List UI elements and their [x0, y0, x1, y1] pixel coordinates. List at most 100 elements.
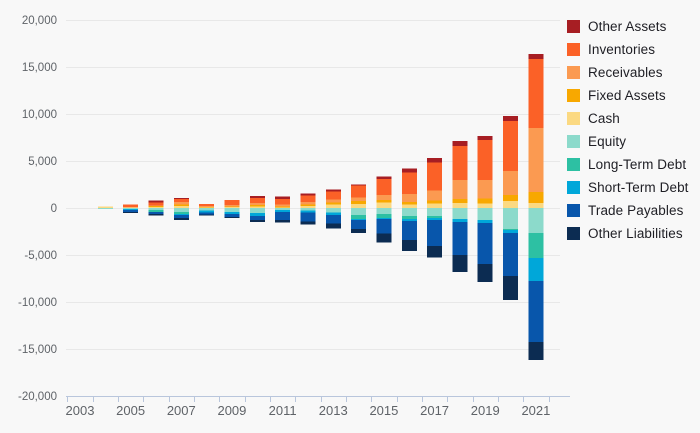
bar-segment[interactable]	[351, 215, 367, 219]
bar-segment[interactable]	[173, 215, 189, 219]
bar-segment[interactable]	[148, 211, 164, 214]
bar-segment[interactable]	[224, 208, 240, 212]
bar-segment[interactable]	[325, 202, 341, 205]
bar-segment[interactable]	[173, 205, 189, 208]
bar-segment[interactable]	[275, 219, 291, 223]
bar-segment[interactable]	[173, 201, 189, 205]
legend-item-long-term-debt[interactable]: Long-Term Debt	[567, 153, 689, 176]
bar-segment[interactable]	[351, 203, 367, 208]
bar-segment[interactable]	[249, 198, 265, 203]
bar-segment[interactable]	[123, 204, 139, 207]
bar-segment[interactable]	[300, 221, 316, 225]
legend-item-receivables[interactable]: Receivables	[567, 61, 689, 84]
bar-segment[interactable]	[148, 200, 164, 203]
bar-segment[interactable]	[376, 218, 392, 220]
bar-segment[interactable]	[452, 180, 468, 199]
bar-segment[interactable]	[376, 214, 392, 219]
bar-segment[interactable]	[275, 212, 291, 220]
bar-segment[interactable]	[224, 206, 240, 208]
bar-segment[interactable]	[123, 208, 139, 210]
bar-segment[interactable]	[452, 145, 468, 180]
bar-segment[interactable]	[224, 214, 240, 218]
bar-segment[interactable]	[427, 246, 443, 258]
bar-segment[interactable]	[528, 342, 544, 360]
bar-segment[interactable]	[427, 203, 443, 208]
bar-segment[interactable]	[477, 203, 493, 208]
bar-segment[interactable]	[503, 229, 519, 231]
bar-segment[interactable]	[275, 198, 291, 205]
bar-segment[interactable]	[249, 204, 265, 207]
bar-segment[interactable]	[427, 162, 443, 191]
bar-segment[interactable]	[249, 219, 265, 222]
bar-segment[interactable]	[503, 115, 519, 121]
bar-segment[interactable]	[300, 206, 316, 208]
bar-segment[interactable]	[173, 204, 189, 206]
bar-segment[interactable]	[249, 206, 265, 209]
bar-segment[interactable]	[300, 204, 316, 206]
bar-segment[interactable]	[427, 218, 443, 220]
bar-segment[interactable]	[249, 208, 265, 213]
bar-segment[interactable]	[123, 206, 139, 208]
bar-segment[interactable]	[148, 213, 164, 216]
bar-segment[interactable]	[300, 210, 316, 213]
bar-segment[interactable]	[351, 218, 367, 220]
bar-segment[interactable]	[528, 59, 544, 129]
bar-segment[interactable]	[123, 209, 139, 211]
legend-item-fixed-assets[interactable]: Fixed Assets	[567, 84, 689, 107]
bar-segment[interactable]	[452, 222, 468, 256]
bar-segment[interactable]	[325, 191, 341, 200]
bar-segment[interactable]	[148, 208, 164, 210]
bar-segment[interactable]	[528, 281, 544, 343]
bar-segment[interactable]	[351, 219, 367, 230]
bar-segment[interactable]	[148, 209, 164, 212]
bar-segment[interactable]	[325, 223, 341, 229]
bar-segment[interactable]	[503, 201, 519, 208]
bar-segment[interactable]	[199, 208, 215, 211]
legend-item-cash[interactable]: Cash	[567, 107, 689, 130]
bar-segment[interactable]	[300, 212, 316, 222]
legend-item-trade-payables[interactable]: Trade Payables	[567, 199, 689, 222]
bar-segment[interactable]	[173, 198, 189, 202]
bar-segment[interactable]	[351, 184, 367, 186]
bar-segment[interactable]	[325, 208, 341, 213]
bar-segment[interactable]	[376, 233, 392, 243]
bar-segment[interactable]	[427, 208, 443, 217]
bar-segment[interactable]	[427, 220, 443, 247]
bar-segment[interactable]	[199, 205, 215, 207]
bar-segment[interactable]	[275, 196, 291, 199]
bar-segment[interactable]	[199, 214, 215, 216]
bar-segment[interactable]	[528, 258, 544, 282]
bar-segment[interactable]	[148, 202, 164, 206]
bar-segment[interactable]	[351, 208, 367, 215]
bar-segment[interactable]	[528, 208, 544, 233]
bar-segment[interactable]	[376, 199, 392, 203]
bar-segment[interactable]	[427, 158, 443, 163]
bar-segment[interactable]	[173, 197, 189, 199]
bar-segment[interactable]	[427, 216, 443, 219]
bar-segment[interactable]	[173, 212, 189, 215]
bar-segment[interactable]	[401, 208, 417, 217]
bar-segment[interactable]	[477, 139, 493, 180]
bar-segment[interactable]	[275, 210, 291, 212]
bar-segment[interactable]	[477, 179, 493, 199]
bar-segment[interactable]	[503, 170, 519, 195]
bar-segment[interactable]	[325, 212, 341, 216]
bar-segment[interactable]	[401, 240, 417, 252]
bar-segment[interactable]	[351, 201, 367, 204]
bar-segment[interactable]	[376, 194, 392, 200]
legend-item-inventories[interactable]: Inventories	[567, 38, 689, 61]
bar-segment[interactable]	[401, 201, 417, 205]
bar-segment[interactable]	[148, 206, 164, 207]
legend-item-short-term-debt[interactable]: Short-Term Debt	[567, 176, 689, 199]
bar-segment[interactable]	[452, 140, 468, 146]
bar-segment[interactable]	[427, 200, 443, 204]
bar-segment[interactable]	[503, 233, 519, 277]
bar-segment[interactable]	[148, 206, 164, 208]
bar-segment[interactable]	[173, 208, 189, 213]
bar-segment[interactable]	[173, 214, 189, 216]
bar-segment[interactable]	[452, 208, 468, 220]
bar-segment[interactable]	[528, 203, 544, 208]
bar-segment[interactable]	[199, 210, 215, 213]
bar-segment[interactable]	[376, 219, 392, 234]
bar-segment[interactable]	[249, 215, 265, 220]
